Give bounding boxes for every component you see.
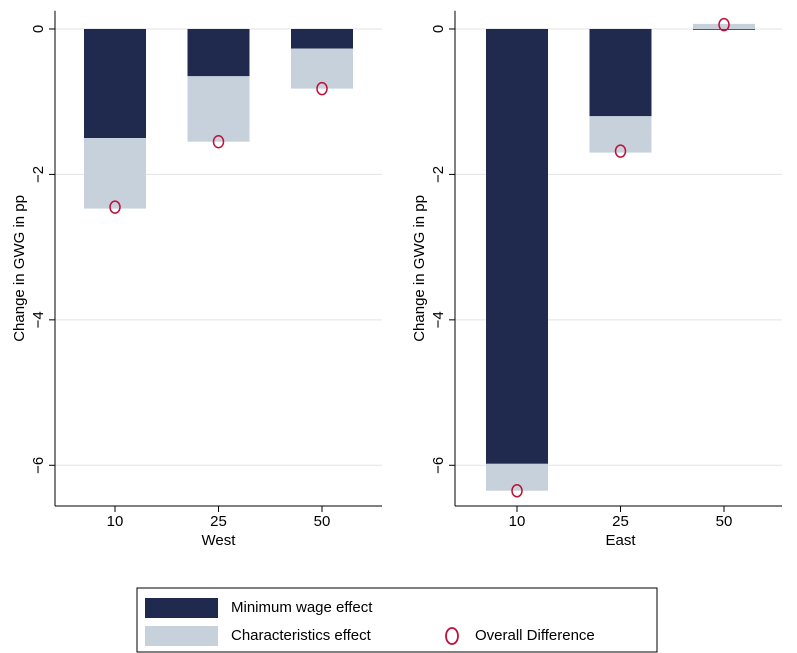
bar [187, 28, 250, 77]
legend-label: Characteristics effect [231, 627, 372, 644]
x-tick-label: 25 [612, 513, 629, 530]
x-tick-label: 25 [210, 513, 227, 530]
y-tick-label: −2 [430, 166, 447, 183]
legend-swatch [145, 626, 218, 646]
marker [212, 134, 225, 149]
x-tick-label: 50 [716, 513, 733, 530]
bar [589, 28, 652, 117]
bar [589, 116, 652, 153]
y-axis-title: Change in GWG in pp [411, 195, 428, 342]
x-tick-label: 50 [314, 513, 331, 530]
marker [718, 17, 730, 32]
bar [187, 76, 250, 142]
bar [84, 138, 146, 209]
bar [84, 28, 146, 139]
legend-box [136, 587, 658, 653]
y-tick-label: −6 [30, 457, 47, 474]
x-tick-label: 10 [509, 513, 526, 530]
y-tick-label: 0 [430, 25, 447, 33]
legend-swatch [145, 598, 218, 618]
legend-label: Overall Difference [475, 627, 595, 644]
marker [614, 144, 627, 158]
y-tick-label: −4 [430, 311, 447, 328]
x-axis-title: West [202, 532, 237, 549]
y-tick-label: −2 [30, 166, 47, 183]
legend-marker [445, 627, 459, 645]
x-axis-title: East [605, 532, 636, 549]
y-tick-label: 0 [30, 25, 47, 33]
bar [291, 28, 353, 49]
marker [511, 483, 523, 498]
marker [109, 200, 121, 214]
marker [316, 81, 328, 96]
y-tick-label: −4 [30, 311, 47, 328]
bar [486, 28, 548, 464]
bar [693, 28, 755, 30]
bar [693, 23, 755, 29]
y-tick-label: −6 [430, 457, 447, 474]
y-axis-title: Change in GWG in pp [11, 195, 28, 342]
bar [486, 463, 548, 491]
legend-label: Minimum wage effect [231, 599, 373, 616]
x-tick-label: 10 [107, 513, 124, 530]
